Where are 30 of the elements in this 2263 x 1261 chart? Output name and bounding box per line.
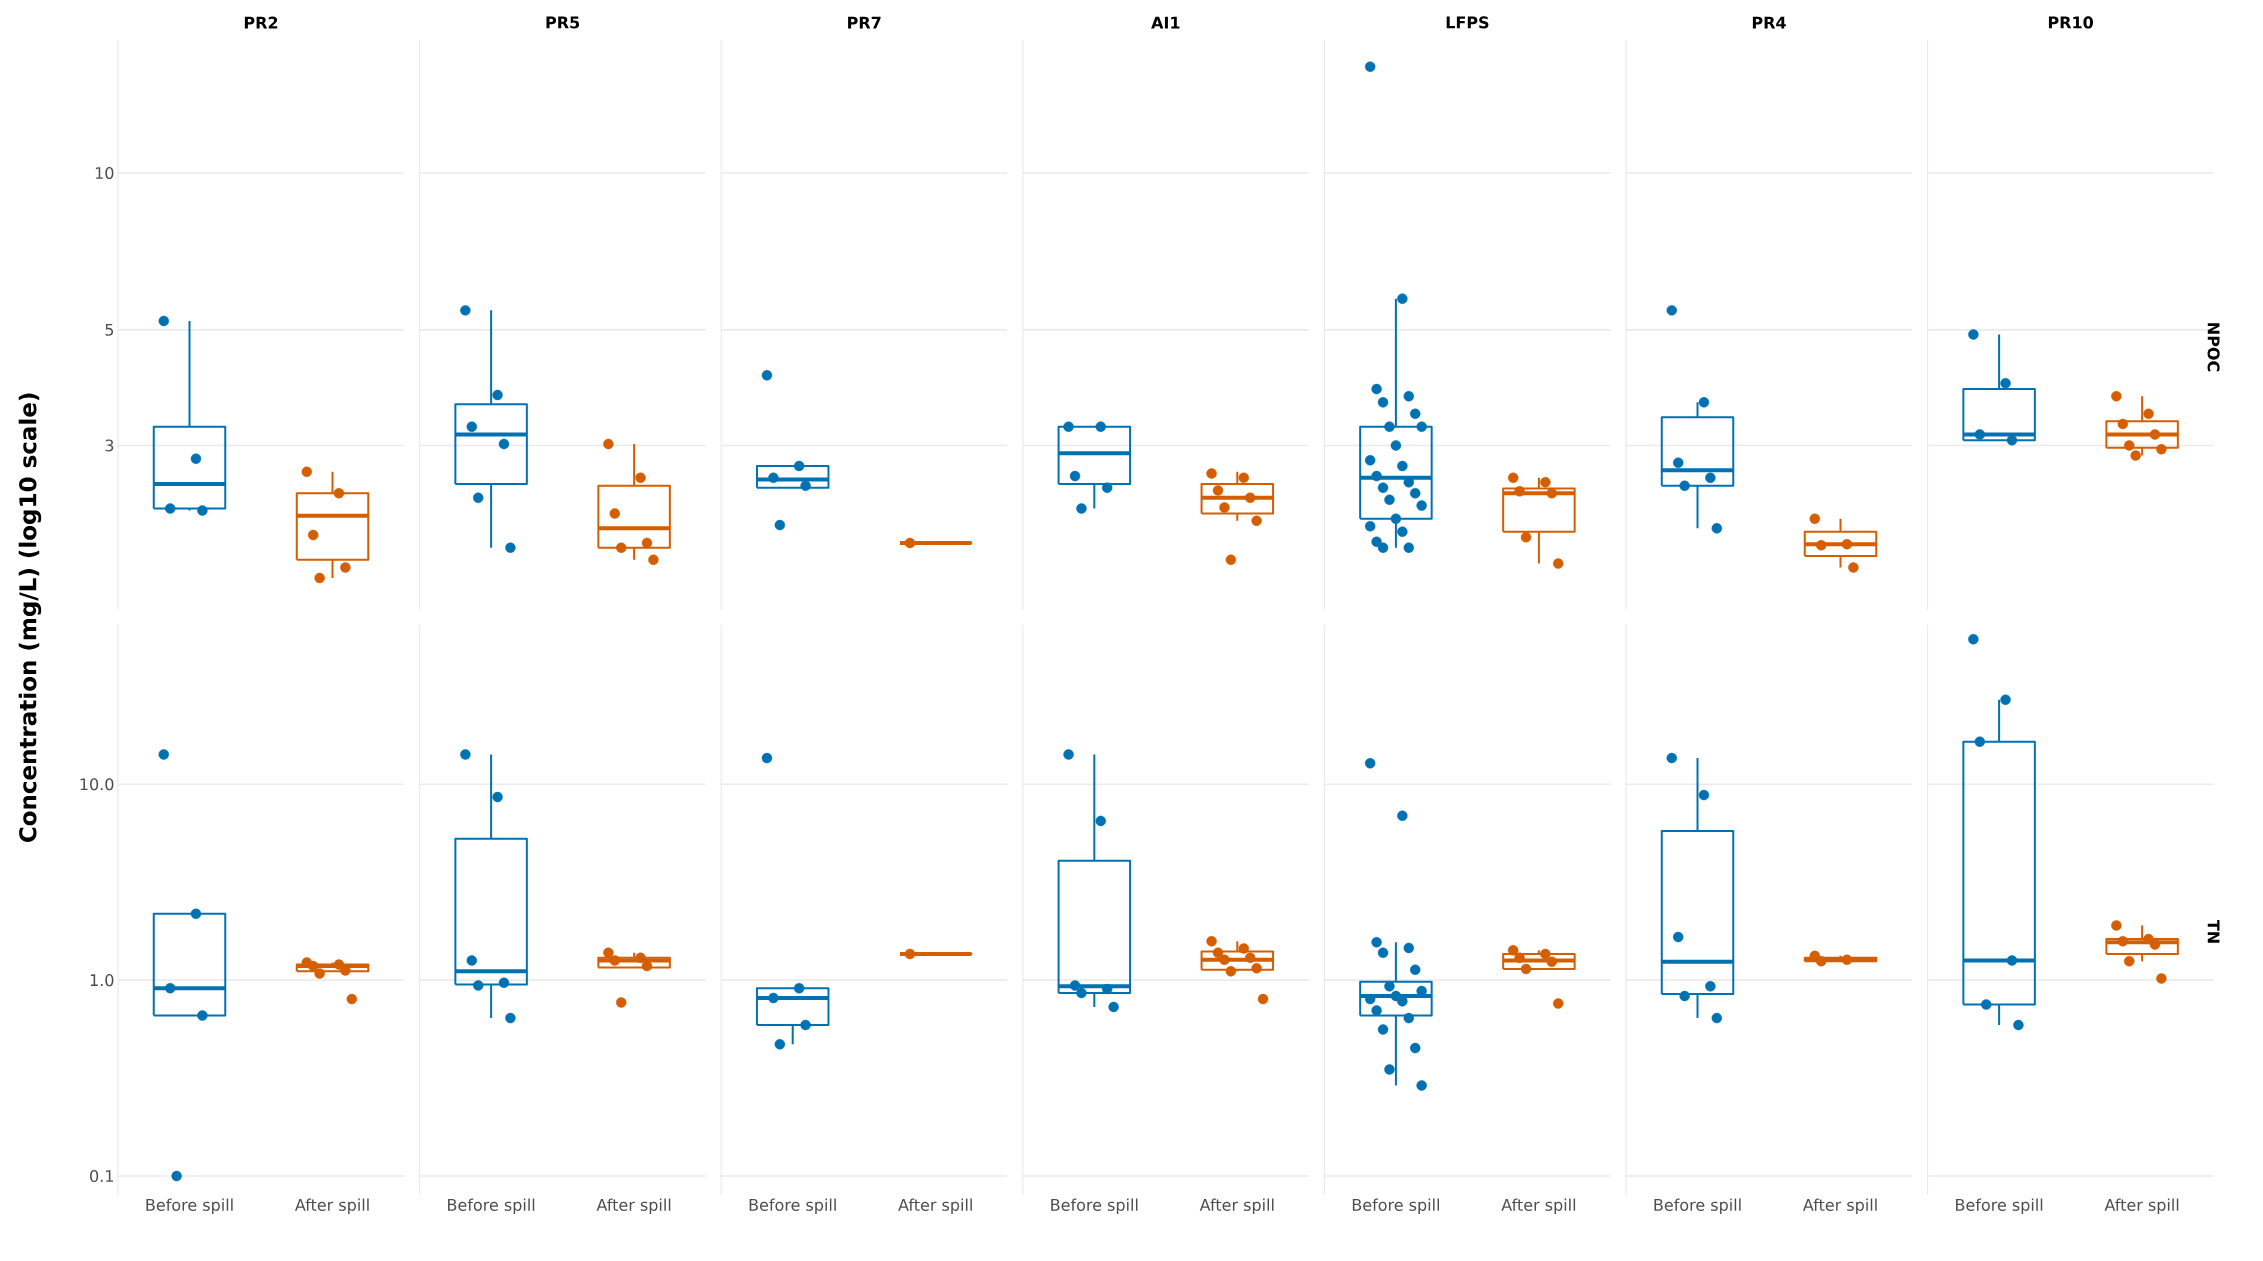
x-tick-label: After spill bbox=[898, 1198, 972, 1215]
x-tick-label: After spill bbox=[2104, 1198, 2179, 1215]
y-tick-label: 10 bbox=[95, 166, 114, 180]
chart-title: PR5 bbox=[546, 16, 580, 29]
chart-title: PR4 bbox=[1752, 16, 1786, 29]
x-tick-label: After spill bbox=[1501, 1198, 1576, 1215]
x-tick-label: After spill bbox=[294, 1198, 369, 1215]
x-tick-label: Before spill bbox=[146, 1198, 233, 1215]
x-tick-label: Before spill bbox=[749, 1198, 836, 1215]
chart-title: PR7 bbox=[848, 16, 881, 29]
x-tick-label: After spill bbox=[1802, 1198, 1877, 1215]
x-tick-label: Before spill bbox=[1654, 1198, 1741, 1215]
chart-title: LFPS bbox=[1446, 16, 1489, 29]
x-tick-label: Before spill bbox=[1352, 1198, 1440, 1215]
y-axis-title: Concentration (mg/L) (log10 scale) bbox=[18, 393, 42, 843]
x-tick-label: Before spill bbox=[1051, 1198, 1138, 1215]
y-tick-label: 0.1 bbox=[90, 1169, 113, 1183]
x-tick-label: After spill bbox=[1199, 1198, 1274, 1215]
x-tick-label: Before spill bbox=[448, 1198, 535, 1215]
x-tick-label: Before spill bbox=[1956, 1198, 2043, 1215]
chart-title: PR2 bbox=[244, 16, 278, 29]
y2-axis-title: NPOC bbox=[2207, 323, 2220, 372]
y-tick-label: 1.0 bbox=[90, 974, 114, 987]
chart-title: AI1 bbox=[1151, 16, 1180, 29]
y-tick-label: 3 bbox=[105, 439, 114, 452]
y-tick-label: 10.0 bbox=[80, 778, 114, 791]
y-tick-label: 5 bbox=[105, 323, 114, 336]
y2-axis-title: TN bbox=[2207, 919, 2220, 943]
chart-title: PR10 bbox=[2048, 16, 2094, 29]
x-tick-label: After spill bbox=[596, 1198, 671, 1215]
